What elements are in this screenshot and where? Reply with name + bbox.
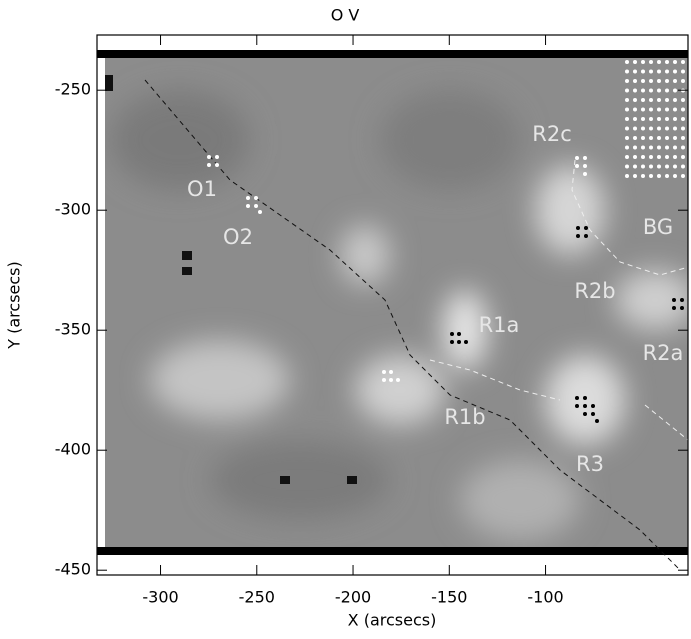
x-tick-label: -300 (142, 588, 178, 607)
y-tick-label: -300 (55, 200, 91, 219)
region-label: BG (643, 215, 673, 239)
region-label: R2c (532, 122, 572, 146)
x-tick-label: -150 (431, 588, 467, 607)
x-tick-label: -100 (527, 588, 563, 607)
plot-frame (96, 34, 689, 576)
y-axis-label: Y (arcsecs) (5, 261, 24, 349)
region-label: R2a (643, 341, 684, 365)
chart-title: O V (331, 6, 360, 25)
x-tick-label: -200 (335, 588, 371, 607)
region-label: R3 (576, 452, 604, 476)
y-tick-label: -400 (55, 440, 91, 459)
intensity-map (105, 57, 688, 547)
y-tick-label: -450 (55, 560, 91, 579)
region-label: R1a (479, 313, 520, 337)
x-tick-label: -250 (239, 588, 275, 607)
y-tick-label: -250 (55, 80, 91, 99)
x-axis-label: X (arcsecs) (348, 611, 437, 630)
region-label: O2 (223, 225, 253, 249)
region-label: O1 (187, 177, 217, 201)
region-label: R2b (574, 279, 615, 303)
y-tick-label: -350 (55, 320, 91, 339)
region-label: R1b (444, 405, 485, 429)
